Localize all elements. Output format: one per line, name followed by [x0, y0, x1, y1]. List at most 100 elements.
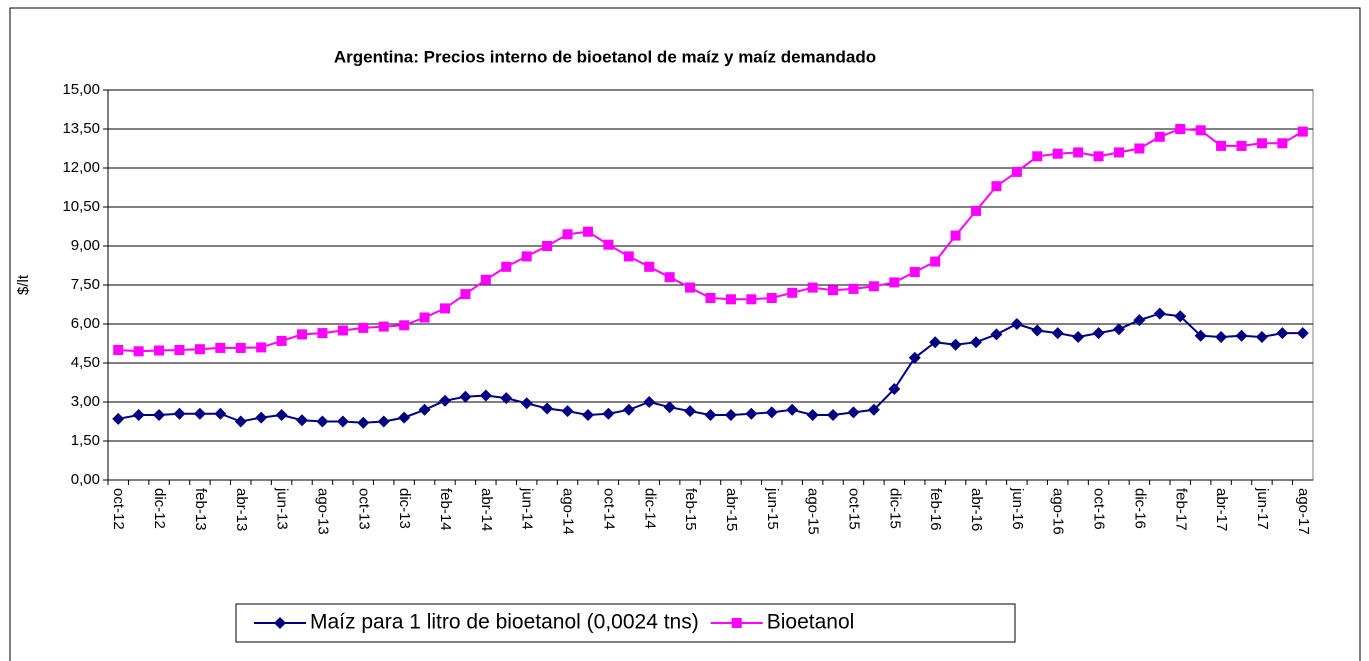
y-tick-label: 1,50	[71, 432, 100, 449]
data-point	[541, 402, 554, 415]
data-point	[358, 322, 369, 333]
data-point	[663, 401, 676, 414]
data-point	[460, 289, 471, 300]
data-point	[113, 345, 124, 355]
legend-marker	[731, 618, 742, 628]
data-point	[1297, 126, 1308, 137]
x-tick-label: dic-12	[151, 488, 168, 529]
data-point	[1175, 124, 1186, 134]
x-tick-label: ago-14	[560, 488, 577, 535]
y-tick-label: 3,00	[71, 393, 100, 410]
data-point	[1256, 138, 1267, 149]
data-point	[1052, 148, 1063, 159]
data-point	[806, 409, 819, 421]
data-point	[1174, 310, 1187, 323]
data-point	[704, 409, 717, 421]
x-tick-label: jun-15	[764, 487, 781, 530]
legend-label: Maíz para 1 litro de bioetanol (0,0024 t…	[310, 611, 699, 634]
x-tick-label: abr-15	[723, 488, 740, 531]
data-point	[561, 405, 574, 418]
x-tick-label: dic-15	[886, 488, 903, 529]
data-point	[378, 321, 389, 332]
data-point	[828, 285, 839, 296]
data-point	[1255, 331, 1268, 343]
x-tick-label: dic-14	[641, 488, 658, 529]
data-point	[766, 293, 777, 303]
data-point	[316, 415, 329, 428]
x-tick-label: ago-15	[805, 488, 822, 535]
data-point	[255, 411, 268, 424]
data-point	[725, 294, 736, 305]
x-tick-label: ago-13	[314, 488, 331, 535]
data-point	[950, 230, 961, 241]
data-point	[521, 251, 532, 262]
data-point	[418, 403, 431, 416]
data-point	[1277, 138, 1288, 149]
data-point	[132, 409, 145, 421]
data-point	[112, 412, 125, 425]
data-point	[133, 346, 144, 357]
data-point	[439, 303, 450, 314]
data-point	[337, 325, 348, 336]
data-point	[745, 407, 758, 420]
x-tick-label: feb-15	[682, 488, 699, 531]
data-point	[909, 267, 920, 277]
data-point	[765, 406, 778, 419]
chart-frame	[9, 7, 1361, 661]
data-point	[1112, 323, 1125, 336]
data-point	[867, 403, 880, 416]
x-tick-label: oct-16	[1091, 488, 1108, 530]
data-point	[438, 394, 451, 407]
x-tick-label: jun-14	[519, 487, 536, 530]
x-tick-label: oct-12	[110, 488, 127, 530]
data-point	[929, 336, 942, 349]
data-point	[297, 329, 308, 340]
data-point	[622, 403, 635, 416]
data-point	[1093, 151, 1104, 162]
data-point	[154, 345, 165, 356]
data-point	[1072, 331, 1085, 343]
data-point	[173, 407, 186, 420]
data-point	[827, 409, 840, 421]
data-point	[991, 181, 1002, 192]
y-tick-label: 7,50	[71, 276, 100, 293]
data-point	[685, 282, 696, 293]
x-tick-label: abr-17	[1213, 488, 1230, 531]
data-point	[1215, 331, 1228, 343]
data-point	[971, 205, 982, 216]
x-tick-label: dic-13	[396, 488, 413, 529]
data-point	[174, 345, 185, 355]
x-tick-label: abr-16	[968, 488, 985, 531]
data-point	[1073, 147, 1084, 158]
x-tick-label: feb-16	[927, 488, 944, 531]
data-point	[847, 406, 860, 419]
data-point	[500, 392, 513, 405]
x-tick-label: ago-16	[1050, 488, 1067, 535]
data-point	[1092, 327, 1105, 340]
x-tick-label: oct-15	[845, 488, 862, 530]
data-point	[602, 407, 615, 420]
data-point	[724, 409, 737, 421]
data-point	[1031, 324, 1044, 337]
data-point	[1153, 307, 1166, 320]
data-point	[908, 351, 921, 364]
data-point	[1296, 327, 1309, 340]
data-point	[399, 320, 410, 331]
data-point	[520, 397, 533, 410]
data-point	[317, 328, 328, 339]
x-tick-label: abr-13	[233, 488, 250, 531]
data-point	[643, 396, 656, 408]
data-point	[1216, 140, 1227, 151]
x-tick-label: oct-14	[600, 488, 617, 530]
y-tick-label: 4,50	[71, 354, 100, 371]
data-point	[930, 256, 941, 267]
data-point	[542, 241, 553, 251]
data-point	[479, 389, 492, 402]
data-point	[848, 283, 859, 294]
data-point	[664, 272, 675, 283]
data-point	[868, 281, 879, 292]
data-point	[582, 226, 593, 237]
data-point	[1236, 140, 1247, 151]
data-point	[888, 383, 901, 395]
